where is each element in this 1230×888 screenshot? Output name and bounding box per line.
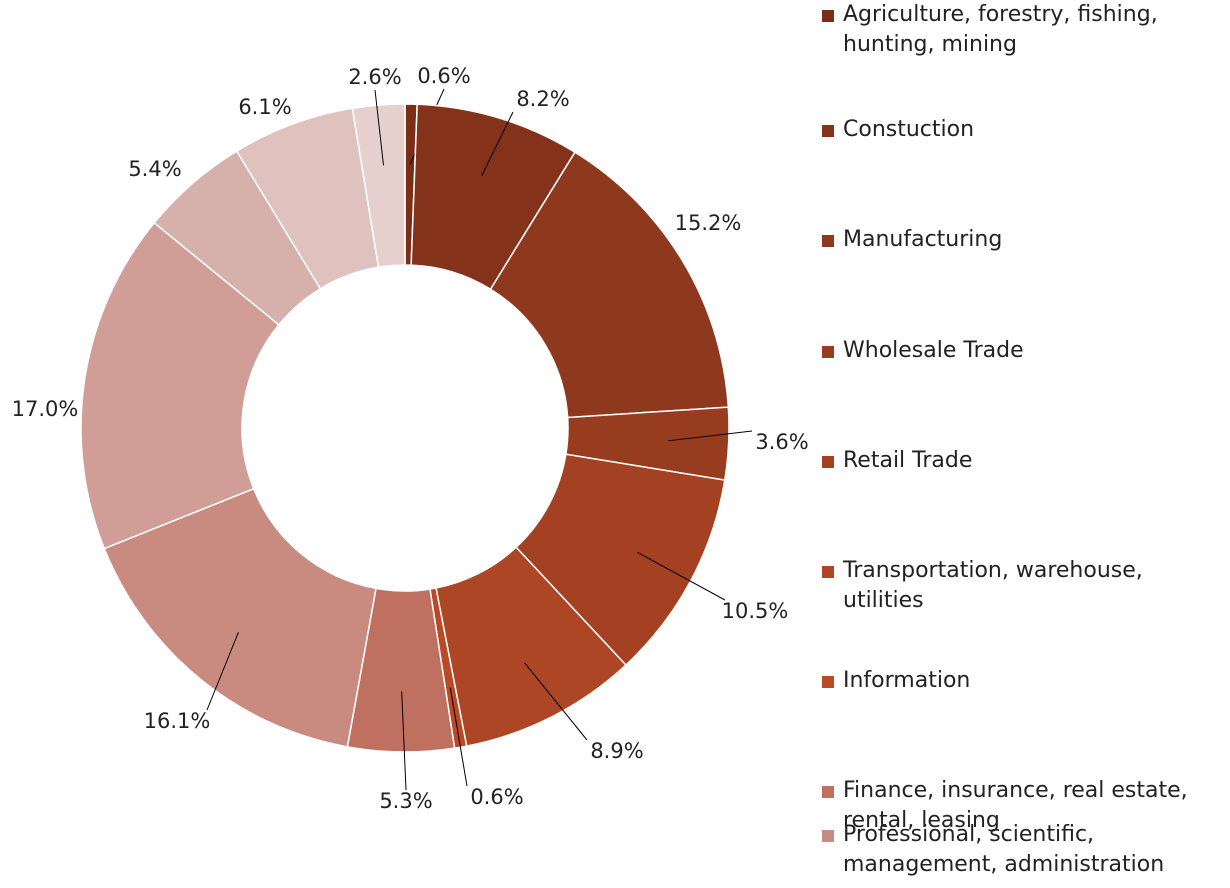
legend-swatch [822,456,834,468]
legend-swatch [822,676,834,688]
data-label: 8.9% [590,739,643,763]
slice [351,103,406,269]
legend-swatch [822,786,834,798]
data-label: 8.2% [516,87,569,111]
legend-item: Professional, scientific, management, ad… [822,820,1202,880]
legend-label: Agriculture, forestry, fishing, hunting,… [843,2,1158,57]
slice [489,151,730,419]
leader-line [668,430,753,442]
data-label: 5.4% [128,157,181,181]
data-label: 3.6% [755,430,808,454]
legend-label: Retail Trade [843,448,973,473]
legend-label: Wholesale Trade [843,338,1024,363]
legend-swatch [822,10,834,22]
legend-label: Transportation, warehouse, utilities [843,558,1143,613]
legend-item: Wholesale Trade [822,336,1202,366]
legend-swatch [822,566,834,578]
data-label: 17.0% [12,397,79,421]
data-label: 10.5% [722,599,789,623]
leader-line [374,89,385,166]
leader-line [524,662,588,741]
data-label: 0.6% [417,64,470,88]
leader-line [401,691,407,791]
data-label: 0.6% [470,785,523,809]
leader-line [449,687,468,787]
legend-label: Professional, scientific, management, ad… [843,822,1165,877]
leader-line [206,632,239,711]
data-label: 6.1% [238,95,291,119]
legend-label: Information [843,668,971,693]
legend-item: Agriculture, forestry, fishing, hunting,… [822,0,1202,60]
legend-item: Information [822,666,1202,696]
legend-swatch [822,125,834,137]
legend-item: Finance, insurance, real estate, rental,… [822,776,1202,836]
data-label: 16.1% [144,709,211,733]
data-label: 5.3% [379,789,432,813]
legend-label: Finance, insurance, real estate, rental,… [843,778,1188,833]
legend-item: Transportation, warehouse, utilities [822,556,1202,616]
legend-item: Manufacturing [822,225,1202,255]
legend-label: Manufacturing [843,227,1003,252]
leader-line [481,111,514,177]
legend-swatch [822,830,834,842]
legend-label: Constuction [843,117,975,142]
data-label: 2.6% [348,65,401,89]
legend-swatch [822,346,834,358]
legend-item: Retail Trade [822,446,1202,476]
slice [80,221,280,550]
data-label: 15.2% [675,211,742,235]
leader-line [637,551,726,601]
legend-swatch [822,235,834,247]
legend-item: Constuction [822,115,1202,145]
slice [103,487,377,748]
